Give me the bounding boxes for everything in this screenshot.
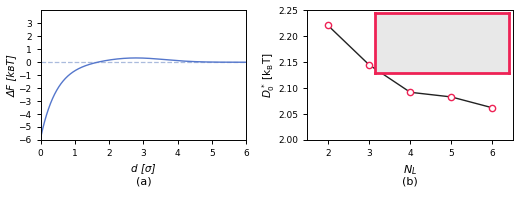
Text: (b): (b) <box>402 176 418 186</box>
Y-axis label: ΔF [kʙT]: ΔF [kʙT] <box>7 54 17 97</box>
X-axis label: $N_L$: $N_L$ <box>403 164 418 177</box>
Y-axis label: $D_0^*$ [k$_\mathrm{B}$T]: $D_0^*$ [k$_\mathrm{B}$T] <box>260 52 277 98</box>
X-axis label: d [σ]: d [σ] <box>131 164 155 174</box>
Text: (a): (a) <box>136 176 151 186</box>
